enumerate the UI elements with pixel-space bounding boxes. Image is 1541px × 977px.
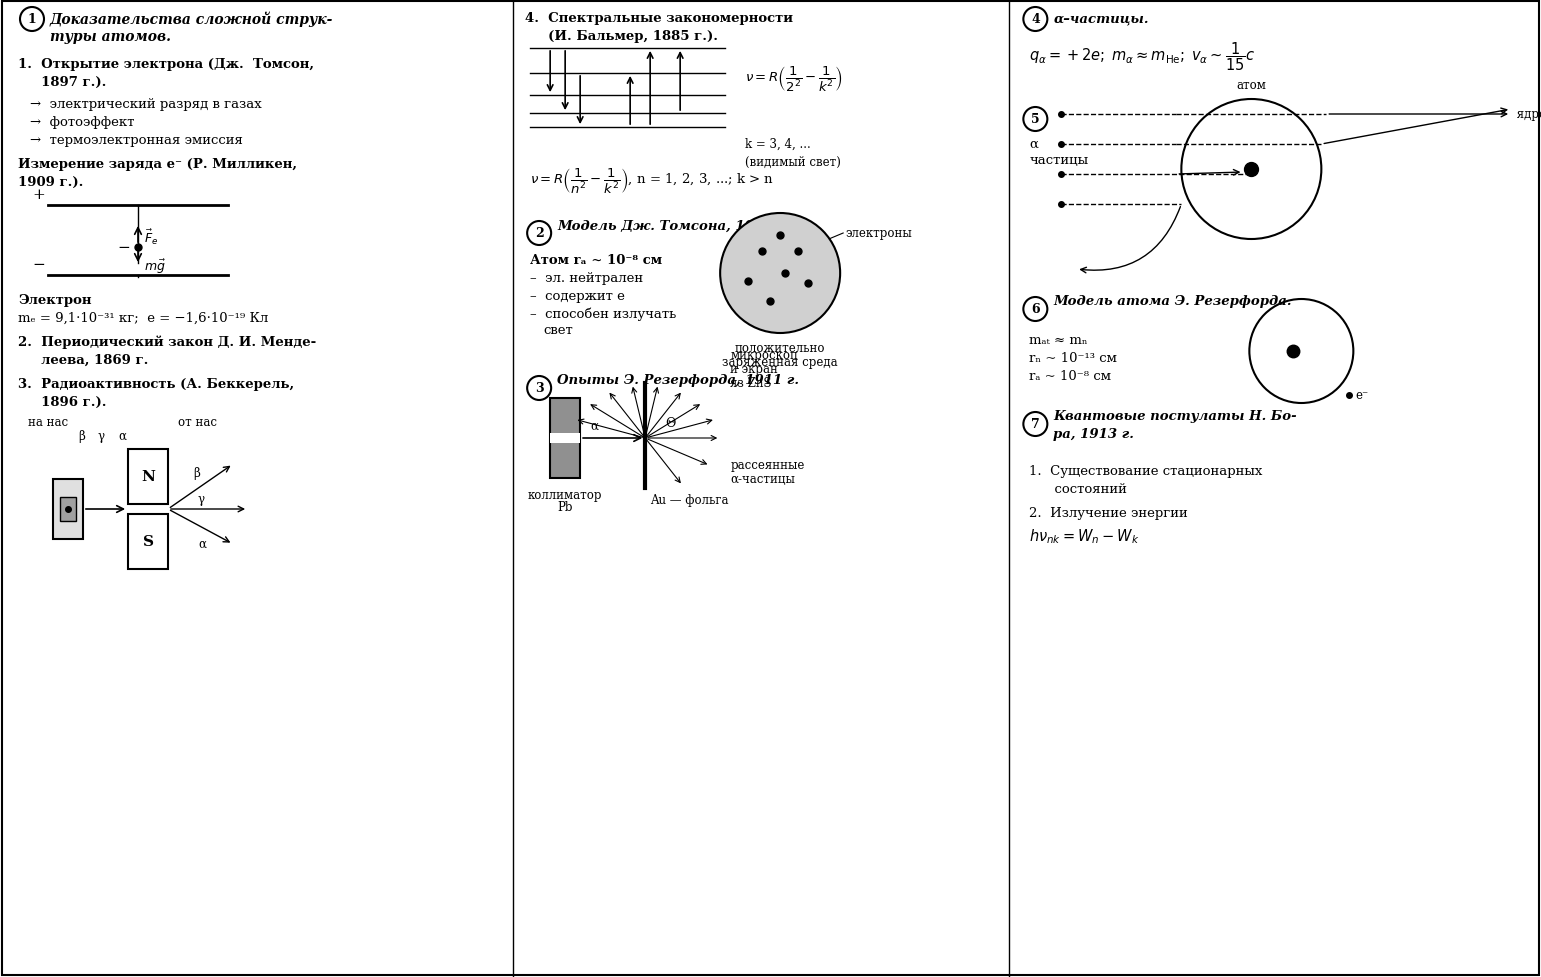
- Text: свет: свет: [542, 323, 573, 337]
- Text: на нас: на нас: [28, 415, 68, 429]
- Text: β: β: [193, 467, 200, 480]
- Text: 3: 3: [535, 382, 544, 395]
- Text: 4.  Спектральные закономерности: 4. Спектральные закономерности: [525, 12, 794, 25]
- Text: α: α: [1029, 138, 1039, 150]
- Text: γ: γ: [197, 492, 205, 505]
- Text: рассеянные: рассеянные: [730, 458, 804, 472]
- Text: (И. Бальмер, 1885 г.).: (И. Бальмер, 1885 г.).: [525, 30, 718, 43]
- Bar: [60, 497, 76, 522]
- Text: Электрон: Электрон: [18, 294, 91, 307]
- Text: состояний: состояний: [1029, 483, 1126, 495]
- Text: 6: 6: [1031, 303, 1040, 317]
- Text: Опыты Э. Резерфорда, 1911 г.: Опыты Э. Резерфорда, 1911 г.: [558, 374, 800, 387]
- Text: k = 3, 4, ...: k = 3, 4, ...: [746, 138, 811, 150]
- Text: rₐ ~ 10⁻⁸ см: rₐ ~ 10⁻⁸ см: [1029, 369, 1111, 383]
- Text: →  термоэлектронная эмиссия: → термоэлектронная эмиссия: [29, 134, 243, 147]
- Text: Модель атома Э. Резерфорда.: Модель атома Э. Резерфорда.: [1054, 295, 1291, 308]
- Text: Pb: Pb: [558, 500, 573, 514]
- Text: леева, 1869 г.: леева, 1869 г.: [18, 354, 148, 366]
- Text: $\nu=R\left(\dfrac{1}{2^2}-\dfrac{1}{k^2}\right)$: $\nu=R\left(\dfrac{1}{2^2}-\dfrac{1}{k^2…: [746, 64, 843, 93]
- Text: rₙ ~ 10⁻¹³ см: rₙ ~ 10⁻¹³ см: [1029, 352, 1117, 364]
- Text: (видимый свет): (видимый свет): [746, 156, 841, 169]
- Text: α: α: [119, 430, 126, 443]
- Text: положительно: положительно: [735, 342, 826, 355]
- Text: ра, 1913 г.: ра, 1913 г.: [1054, 428, 1134, 441]
- Text: 5: 5: [1031, 113, 1040, 126]
- Text: –  способен излучать: – способен излучать: [530, 308, 676, 321]
- Text: e⁻: e⁻: [1356, 389, 1368, 403]
- Text: mₑ = 9,1·10⁻³¹ кг;  e = −1,6·10⁻¹⁹ Кл: mₑ = 9,1·10⁻³¹ кг; e = −1,6·10⁻¹⁹ Кл: [18, 312, 268, 324]
- Text: Θ: Θ: [666, 417, 675, 430]
- Text: α: α: [590, 419, 598, 433]
- Text: 4: 4: [1031, 14, 1040, 26]
- Text: 2.  Излучение энергии: 2. Излучение энергии: [1029, 506, 1188, 520]
- Text: $q_\alpha = +2e;\; m_\alpha \approx m_{\rm He};\; v_\alpha \sim \dfrac{1}{15}c$: $q_\alpha = +2e;\; m_\alpha \approx m_{\…: [1029, 40, 1256, 72]
- Text: −: −: [117, 240, 129, 255]
- Text: α: α: [197, 537, 206, 550]
- Text: Au — фольга: Au — фольга: [650, 493, 729, 506]
- Text: Квантовые постулаты Н. Бо-: Квантовые постулаты Н. Бо-: [1054, 410, 1298, 423]
- Text: частицы: частицы: [1029, 153, 1088, 167]
- Text: электроны: электроны: [844, 228, 912, 240]
- Text: 7: 7: [1031, 418, 1040, 431]
- Text: 3.  Радиоактивность (А. Беккерель,: 3. Радиоактивность (А. Беккерель,: [18, 378, 294, 391]
- Text: яз ZnS: яз ZnS: [730, 376, 772, 390]
- Text: mₐₜ ≈ mₙ: mₐₜ ≈ mₙ: [1029, 334, 1088, 347]
- Text: −: −: [32, 258, 45, 272]
- Text: –  содержит e: – содержит e: [530, 290, 626, 303]
- Text: Модель Дж. Томсона, 1906 г.: Модель Дж. Томсона, 1906 г.: [558, 219, 789, 233]
- Text: $\vec{F}_e$: $\vec{F}_e$: [143, 228, 159, 247]
- Text: S: S: [142, 535, 154, 549]
- Text: Атом rₐ ~ 10⁻⁸ см: Атом rₐ ~ 10⁻⁸ см: [530, 254, 663, 267]
- Text: $h\nu_{nk} = W_n - W_k$: $h\nu_{nk} = W_n - W_k$: [1029, 527, 1140, 545]
- Text: 2.  Периодический закон Д. И. Менде-: 2. Периодический закон Д. И. Менде-: [18, 336, 316, 349]
- Text: γ: γ: [99, 430, 105, 443]
- Bar: [128, 515, 168, 570]
- Text: $\nu=R\left(\dfrac{1}{n^2}-\dfrac{1}{k^2}\right)$, n = 1, 2, 3, ...; k > n: $\nu=R\left(\dfrac{1}{n^2}-\dfrac{1}{k^2…: [530, 166, 774, 194]
- Text: Измерение заряда e⁻ (Р. Милликен,: Измерение заряда e⁻ (Р. Милликен,: [18, 158, 297, 171]
- Bar: [550, 434, 579, 444]
- Text: Доказательства сложной струк-: Доказательства сложной струк-: [49, 12, 333, 27]
- Text: 2: 2: [535, 228, 544, 240]
- Text: от нас: от нас: [179, 415, 217, 429]
- Bar: [52, 480, 83, 539]
- Text: микроскоп: микроскоп: [730, 349, 798, 361]
- Text: N: N: [142, 470, 156, 484]
- Text: α-частицы: α-частицы: [730, 473, 795, 486]
- Text: β: β: [79, 430, 85, 443]
- Bar: [550, 399, 579, 479]
- Text: и экран: и экран: [730, 362, 778, 375]
- Text: 1.  Существование стационарных: 1. Существование стационарных: [1029, 464, 1262, 478]
- Text: 1909 г.).: 1909 г.).: [18, 176, 83, 189]
- Text: коллиматор: коллиматор: [529, 488, 603, 501]
- Text: 1.  Открытие электрона (Дж.  Томсон,: 1. Открытие электрона (Дж. Томсон,: [18, 58, 314, 71]
- Text: 1896 г.).: 1896 г.).: [18, 396, 106, 408]
- Text: заряженная среда: заряженная среда: [723, 356, 838, 368]
- Text: α–частицы.: α–частицы.: [1054, 12, 1150, 25]
- Text: $m\vec{g}$: $m\vec{g}$: [143, 258, 166, 276]
- Text: –  эл. нейтрален: – эл. нейтрален: [530, 272, 643, 284]
- Text: +: +: [32, 188, 45, 202]
- Text: атом: атом: [1236, 79, 1267, 92]
- Text: +: +: [1288, 346, 1298, 358]
- Text: →  фотоэффект: → фотоэффект: [29, 116, 134, 129]
- Text: →  электрический разряд в газах: → электрический разряд в газах: [29, 98, 262, 110]
- Text: туры атомов.: туры атомов.: [49, 30, 171, 44]
- Text: 1897 г.).: 1897 г.).: [18, 76, 106, 89]
- Bar: [128, 449, 168, 504]
- Text: 1: 1: [28, 14, 37, 26]
- Circle shape: [720, 214, 840, 334]
- Text: ядро: ядро: [1513, 108, 1541, 121]
